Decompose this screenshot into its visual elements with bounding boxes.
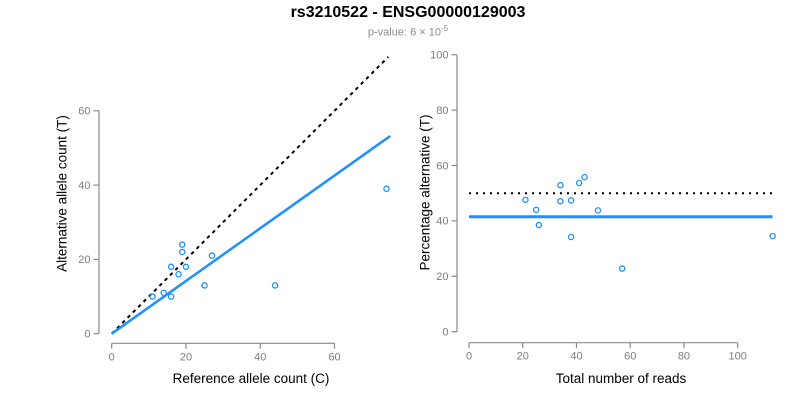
- y-tick-label: 40: [78, 180, 90, 192]
- data-point: [522, 196, 529, 204]
- data-point: [769, 232, 776, 240]
- identity-line: [110, 56, 390, 335]
- data-point: [201, 282, 208, 289]
- y-tick-label: 20: [78, 254, 90, 266]
- y-tick-label: 40: [436, 216, 448, 228]
- y-tick-label: 0: [84, 329, 90, 341]
- figure-title: rs3210522 - ENSG00000129003: [290, 4, 526, 21]
- x-tick-label: 60: [328, 351, 340, 363]
- x-tick-label: 20: [180, 351, 192, 363]
- data-point: [581, 173, 588, 181]
- data-point: [575, 179, 583, 187]
- data-point: [208, 252, 216, 259]
- data-point: [175, 270, 182, 278]
- right-plot-xaxis-label: Total number of reads: [555, 371, 687, 386]
- data-point: [271, 282, 279, 289]
- x-tick-label: 0: [466, 351, 472, 363]
- data-point: [567, 197, 575, 204]
- data-point: [179, 241, 186, 248]
- figure-subtitle: p-value: 6 × 10-5: [8, 24, 800, 39]
- data-point: [182, 263, 190, 271]
- y-tick-label: 20: [436, 271, 448, 283]
- left-plot-yaxis-label: Alternative allele count (T): [54, 115, 70, 272]
- x-tick-label: 60: [624, 351, 636, 363]
- data-point: [167, 293, 175, 300]
- data-point: [532, 206, 540, 214]
- x-tick-label: 20: [517, 351, 529, 363]
- y-tick-label: 100: [430, 50, 448, 62]
- y-tick-label: 60: [78, 106, 90, 118]
- regression-line: [110, 134, 391, 335]
- data-point: [160, 289, 167, 297]
- x-tick-label: 80: [678, 351, 690, 363]
- pvalue-exponent: -5: [440, 24, 449, 33]
- data-point: [149, 293, 156, 300]
- x-tick-label: 100: [728, 351, 746, 363]
- left-plot-xaxis-label: Reference allele count (C): [172, 371, 330, 386]
- data-point: [383, 185, 390, 193]
- x-tick-label: 40: [254, 351, 266, 363]
- y-tick-label: 80: [436, 105, 448, 117]
- percentage-vs-reads-scatter: 0 20 40 60 80 100 0 20 40 60 80 100: [430, 50, 776, 363]
- data-point: [618, 265, 626, 272]
- data-point: [557, 181, 564, 189]
- x-tick-label: 40: [570, 351, 582, 363]
- y-tick-label: 0: [442, 327, 448, 339]
- data-point: [557, 197, 564, 205]
- data-point: [179, 248, 186, 256]
- data-point: [167, 263, 175, 271]
- allele-count-scatter: 0 20 40 60 0 20 40 60: [78, 56, 391, 363]
- y-tick-label: 60: [436, 160, 448, 172]
- x-tick-label: 0: [109, 351, 115, 363]
- data-point: [594, 207, 602, 214]
- data-point: [567, 233, 575, 241]
- data-point: [535, 221, 543, 229]
- pvalue-text: p-value: 6 × 10: [367, 26, 441, 39]
- right-plot-yaxis-label: Percentage alternative (T): [417, 114, 433, 271]
